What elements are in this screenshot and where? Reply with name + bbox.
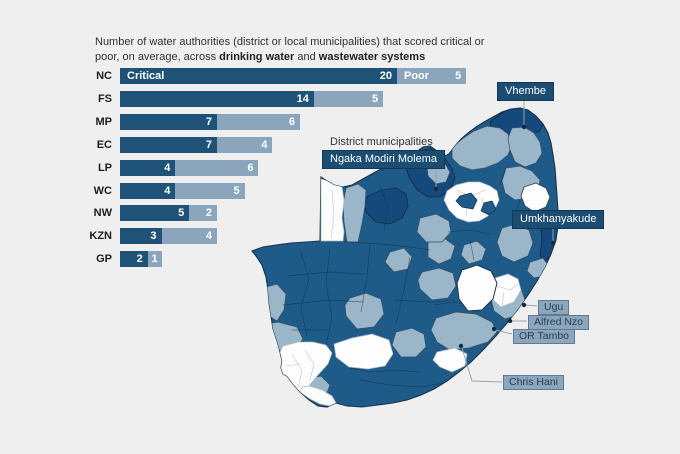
title-part2: and — [294, 50, 319, 63]
row-label-mp: MP — [95, 115, 113, 128]
bar-row-nc: NC Critical 20 Poor 5 — [0, 68, 680, 84]
series-label-poor: Poor — [404, 70, 430, 82]
value-label: 7 — [205, 115, 212, 128]
bar-segment-ec-critical: 7 — [120, 136, 217, 153]
bar-row-lp: LP 4 6 — [0, 159, 680, 176]
value-label: 2 — [205, 207, 212, 220]
series-label-critical: Critical — [127, 70, 165, 82]
row-label-fs: FS — [97, 92, 112, 105]
value-label: 5 — [233, 184, 240, 197]
row-label-kzn: KZN — [89, 230, 112, 243]
value-label: 1 — [151, 253, 158, 266]
bar-segment-nw-critical: 5 — [120, 205, 190, 222]
map-label-ugu: Ugu — [538, 300, 570, 315]
bar-segment-fs-critical: 14 — [120, 90, 314, 107]
map-label-umkhanyakude: Umkhanyakude — [512, 210, 605, 229]
bar-segment-wc-critical: 4 — [120, 182, 176, 199]
region-dark-nw — [363, 187, 409, 225]
bar-segment-wc-poor: 5 — [175, 182, 245, 199]
value-label: 4 — [164, 184, 171, 197]
value-label: 3 — [150, 230, 157, 243]
label-anchor-dots — [433, 124, 556, 349]
bar-segment-nc-poor: Poor 5 — [397, 68, 467, 84]
value-label: 6 — [288, 115, 296, 128]
row-label-lp: LP — [97, 161, 112, 174]
value-label: 5 — [372, 92, 379, 105]
bar-segment-nw-poor: 2 — [189, 205, 217, 222]
value-label: 4 — [164, 161, 171, 174]
bar-row-gp: GP 2 1 — [0, 251, 680, 268]
bar-segment-mp-poor: 6 — [216, 113, 301, 130]
row-label-wc: WC — [93, 184, 112, 197]
bar-row-mp: MP 7 6 — [0, 113, 680, 130]
municipal-borders — [282, 169, 521, 388]
chart-title: Number of water authorities (district or… — [95, 35, 495, 64]
value-label: 14 — [296, 92, 309, 105]
map-label-or-tambo: OR Tambo — [513, 329, 575, 344]
row-label-gp: GP — [96, 253, 112, 266]
map-label-ngaka-modiri-molema: Ngaka Modiri Molema — [322, 150, 445, 169]
bar-segment-mp-critical: 7 — [120, 113, 217, 130]
map-label-chris-hani: Chris Hani — [503, 375, 565, 390]
title-bold-wastewater: wastewater systems — [318, 50, 426, 63]
bar-segment-kzn-critical: 3 — [120, 228, 162, 245]
bar-row-fs: FS 14 5 — [0, 90, 680, 107]
value-label: 6 — [247, 161, 254, 174]
title-part1: Number of water authorities (district or… — [95, 36, 485, 63]
value-label: 5 — [455, 70, 462, 82]
bar-segment-lp-poor: 6 — [175, 159, 259, 176]
bar-segment-ec-poor: 4 — [216, 136, 273, 153]
region-lesotho — [456, 264, 498, 312]
bar-segment-gp-poor: 1 — [147, 251, 162, 268]
title-bold-drinking-water: drinking water — [219, 50, 295, 63]
value-label: 4 — [261, 138, 268, 151]
bar-segment-lp-critical: 4 — [120, 159, 176, 176]
region-eswatini — [520, 182, 551, 213]
row-label-ec: EC — [96, 138, 112, 151]
gauteng-dark-cells — [455, 192, 497, 216]
value-label: 7 — [205, 138, 212, 151]
map-heading: District municipalities — [330, 136, 433, 148]
bar-row-kzn: KZN 3 4 — [0, 228, 680, 245]
bar-row-nw: NW 5 2 — [0, 205, 680, 222]
label-leader-lines — [435, 101, 554, 383]
value-label: 4 — [205, 230, 212, 243]
value-label: 5 — [178, 207, 185, 220]
bar-row-ec: EC 7 4 — [0, 136, 680, 153]
bar-row-wc: WC 4 5 — [0, 182, 680, 199]
value-label: 2 — [136, 253, 143, 266]
bar-segment-kzn-poor: 4 — [161, 228, 217, 245]
map-label-vhembe: Vhembe — [497, 82, 554, 101]
bar-segment-gp-critical: 2 — [120, 251, 148, 268]
row-label-nw: NW — [93, 207, 112, 220]
map-label-alfred-nzo: Alfred Nzo — [528, 315, 590, 330]
bar-segment-fs-poor: 5 — [313, 90, 384, 107]
value-label: 20 — [379, 70, 392, 82]
row-label-nc: NC — [96, 70, 112, 82]
bar-segment-nc-critical: Critical 20 — [120, 68, 397, 84]
